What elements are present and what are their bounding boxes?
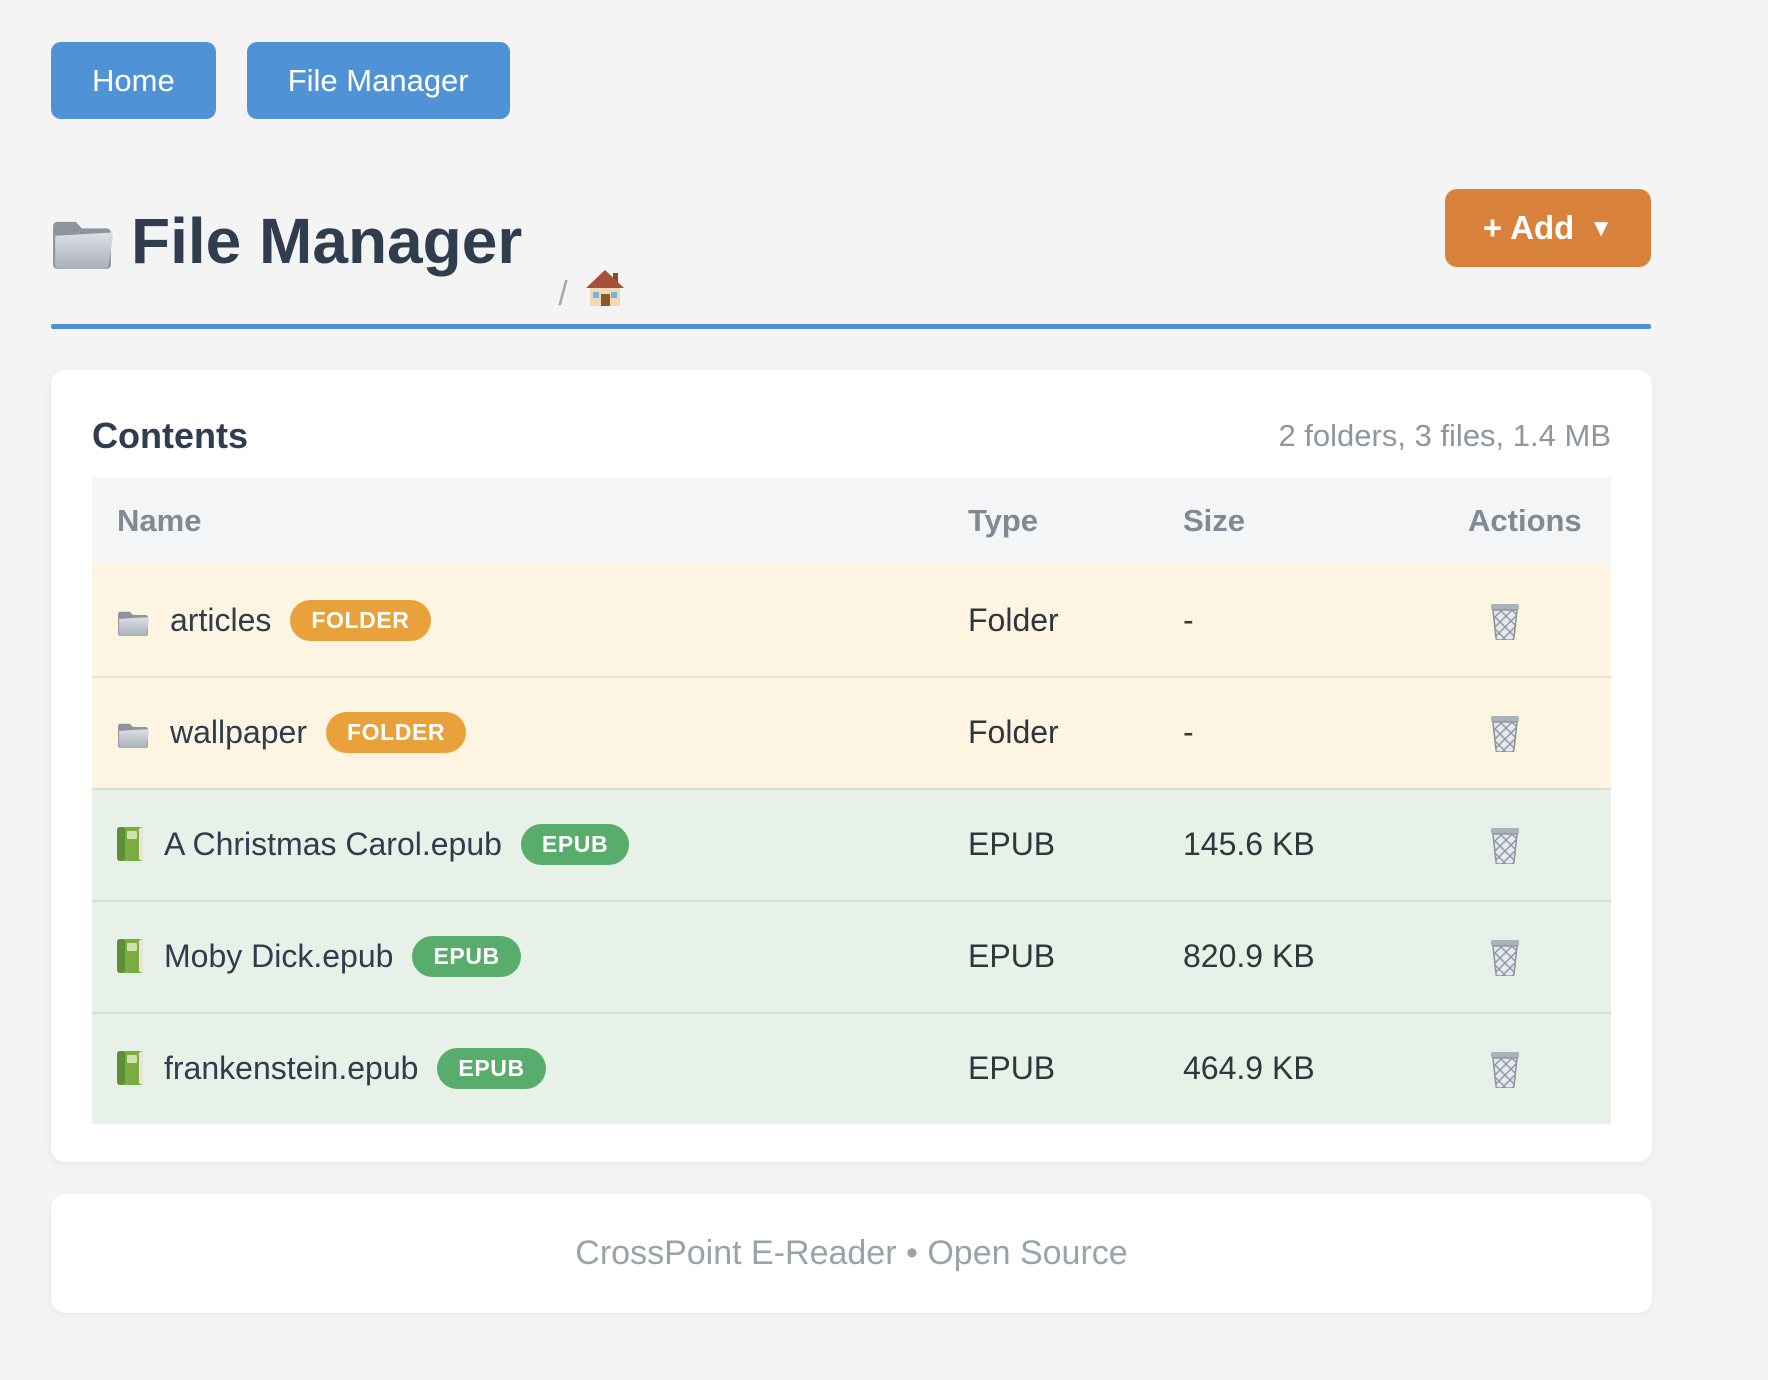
column-header-size: Size bbox=[1183, 503, 1246, 538]
table-row: A Christmas Carol.epub EPUB EPUB 145.6 K… bbox=[92, 788, 1611, 900]
add-button-label: + Add bbox=[1482, 209, 1575, 246]
breadcrumb-separator: / bbox=[558, 275, 568, 313]
file-table: Name Type Size Actions articles FOLDER F… bbox=[92, 478, 1611, 1124]
trash-icon bbox=[1488, 824, 1522, 864]
delete-button[interactable] bbox=[1488, 600, 1522, 640]
folder-badge: FOLDER bbox=[290, 599, 431, 641]
folder-icon bbox=[118, 723, 149, 748]
file-size: 464.9 KB bbox=[1183, 1049, 1315, 1086]
epub-badge: EPUB bbox=[412, 935, 521, 977]
trash-icon bbox=[1488, 936, 1522, 976]
delete-button[interactable] bbox=[1488, 824, 1522, 864]
delete-button[interactable] bbox=[1488, 712, 1522, 752]
file-type: Folder bbox=[968, 601, 1059, 638]
book-icon bbox=[117, 1051, 143, 1085]
page-title: File Manager bbox=[131, 205, 523, 277]
file-name-cell: Moby Dick.epub EPUB bbox=[92, 935, 968, 977]
top-nav: Home File Manager bbox=[51, 42, 510, 119]
book-icon bbox=[117, 939, 143, 973]
footer-text: CrossPoint E-Reader • Open Source bbox=[575, 1234, 1128, 1272]
footer: CrossPoint E-Reader • Open Source bbox=[51, 1194, 1652, 1313]
file-name-link[interactable]: frankenstein.epub bbox=[164, 1049, 419, 1086]
folder-icon bbox=[118, 611, 149, 636]
file-size: - bbox=[1183, 601, 1194, 638]
file-name-cell: frankenstein.epub EPUB bbox=[92, 1047, 968, 1089]
home-button[interactable]: Home bbox=[51, 42, 216, 119]
file-name-link[interactable]: wallpaper bbox=[170, 713, 307, 750]
house-icon[interactable] bbox=[584, 268, 626, 315]
file-type: EPUB bbox=[968, 937, 1056, 974]
column-header-actions: Actions bbox=[1468, 503, 1582, 538]
table-row: articles FOLDER Folder - bbox=[92, 564, 1611, 676]
page-header: File Manager / bbox=[51, 205, 626, 311]
epub-badge: EPUB bbox=[437, 1047, 546, 1089]
trash-icon bbox=[1488, 600, 1522, 640]
file-type: Folder bbox=[968, 713, 1059, 750]
table-row: frankenstein.epub EPUB EPUB 464.9 KB bbox=[92, 1012, 1611, 1124]
table-header-row: Name Type Size Actions bbox=[92, 478, 1611, 564]
file-name-cell: wallpaper FOLDER bbox=[92, 711, 968, 753]
file-name-cell: A Christmas Carol.epub EPUB bbox=[92, 823, 968, 865]
trash-icon bbox=[1488, 1048, 1522, 1088]
contents-card: Contents 2 folders, 3 files, 1.4 MB Name… bbox=[51, 370, 1652, 1162]
delete-button[interactable] bbox=[1488, 936, 1522, 976]
chevron-down-icon: ▼ bbox=[1589, 215, 1614, 242]
table-row: wallpaper FOLDER Folder - bbox=[92, 676, 1611, 788]
contents-title: Contents bbox=[92, 415, 248, 456]
contents-summary: 2 folders, 3 files, 1.4 MB bbox=[1278, 418, 1611, 453]
file-name-cell: articles FOLDER bbox=[92, 599, 968, 641]
column-header-name: Name bbox=[117, 503, 202, 538]
table-row: Moby Dick.epub EPUB EPUB 820.9 KB bbox=[92, 900, 1611, 1012]
file-name-link[interactable]: Moby Dick.epub bbox=[164, 937, 394, 974]
file-name-link[interactable]: articles bbox=[170, 601, 272, 638]
file-type: EPUB bbox=[968, 1049, 1056, 1086]
add-button[interactable]: + Add ▼ bbox=[1445, 189, 1651, 267]
file-name-link[interactable]: A Christmas Carol.epub bbox=[164, 825, 502, 862]
delete-button[interactable] bbox=[1488, 1048, 1522, 1088]
folder-icon bbox=[53, 221, 113, 269]
contents-header: Contents 2 folders, 3 files, 1.4 MB bbox=[92, 414, 1611, 458]
file-size: 820.9 KB bbox=[1183, 937, 1315, 974]
epub-badge: EPUB bbox=[520, 823, 630, 865]
file-size: 145.6 KB bbox=[1183, 825, 1315, 862]
book-icon bbox=[117, 827, 143, 861]
folder-badge: FOLDER bbox=[325, 711, 467, 753]
file-type: EPUB bbox=[968, 825, 1056, 862]
header-divider bbox=[51, 324, 1651, 329]
file-size: - bbox=[1183, 713, 1194, 750]
column-header-type: Type bbox=[968, 503, 1039, 538]
trash-icon bbox=[1488, 712, 1522, 752]
file-manager-button[interactable]: File Manager bbox=[246, 42, 510, 119]
